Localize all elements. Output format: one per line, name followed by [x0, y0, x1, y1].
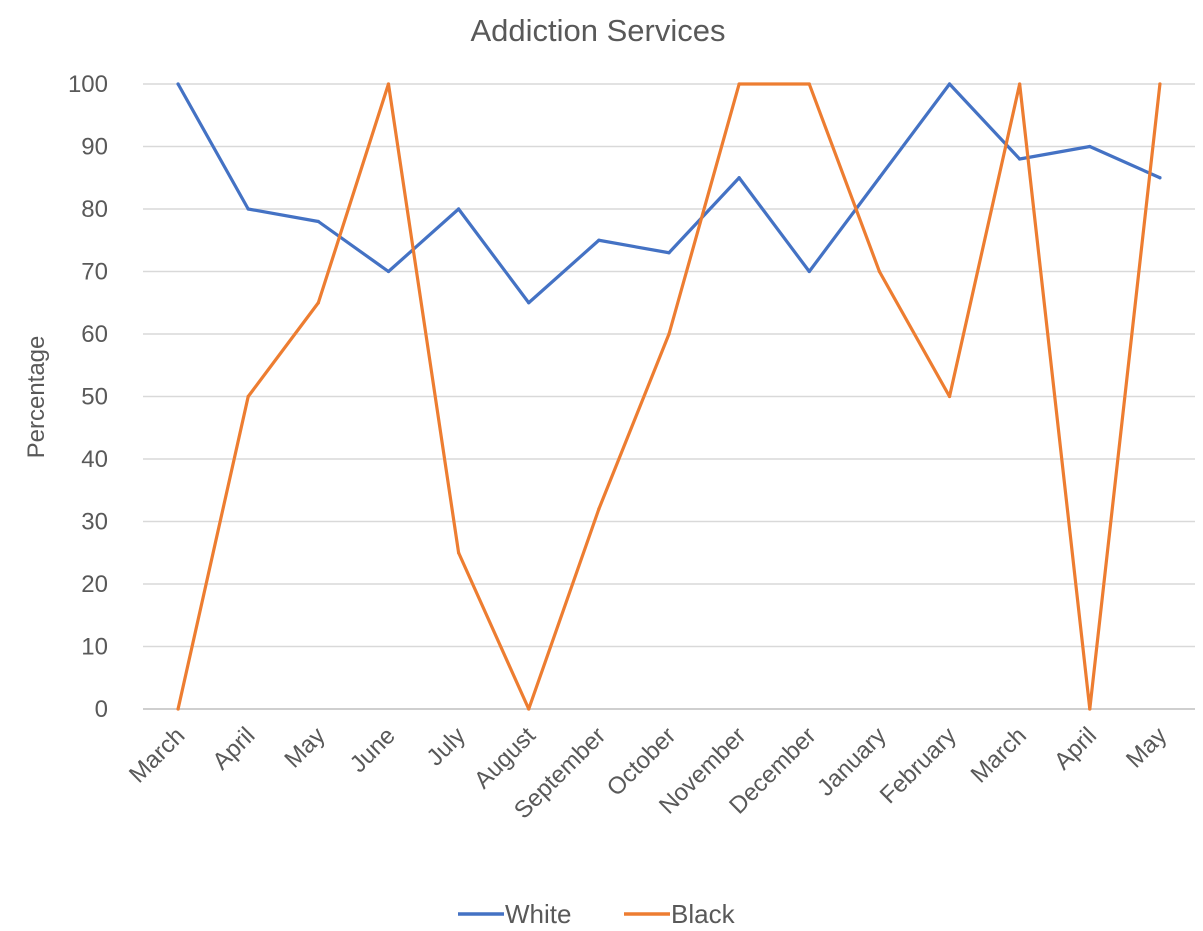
- data-point: [527, 707, 531, 711]
- y-tick-label: 60: [81, 321, 108, 348]
- legend-item: White: [458, 899, 571, 929]
- y-tick-label: 0: [95, 696, 108, 723]
- legend: White Black: [458, 899, 736, 929]
- data-point: [947, 82, 952, 86]
- y-tick-label: 100: [68, 71, 108, 98]
- data-point: [1018, 82, 1022, 86]
- data-point: [246, 207, 250, 211]
- data-point: [246, 394, 250, 399]
- data-point: [877, 269, 882, 274]
- data-point: [807, 269, 811, 274]
- y-tick-label: 70: [81, 259, 108, 286]
- data-point: [1088, 707, 1092, 711]
- data-point: [667, 251, 671, 255]
- data-point: [807, 82, 811, 86]
- y-tick-label: 30: [81, 509, 108, 536]
- data-point: [457, 207, 461, 211]
- x-tick-label: March: [124, 722, 190, 788]
- data-point: [877, 176, 882, 180]
- y-axis-title: Percentage: [23, 336, 50, 459]
- data-point: [176, 707, 180, 711]
- legend-label: White: [505, 899, 571, 929]
- x-tick-label: June: [345, 722, 401, 778]
- data-point: [1018, 157, 1022, 161]
- x-tick-label: February: [875, 722, 962, 809]
- data-point: [316, 219, 320, 224]
- data-point: [386, 269, 391, 274]
- gridlines: [143, 83, 1195, 710]
- x-tick-label: May: [279, 722, 330, 773]
- data-point: [527, 301, 531, 305]
- y-axis-ticks: 0 10 20 30 40 50 60 70 80 90 100: [68, 71, 108, 723]
- y-tick-label: 50: [81, 384, 108, 411]
- series-lines: [176, 82, 1162, 711]
- x-tick-label: April: [207, 722, 260, 775]
- x-tick-label: May: [1121, 722, 1172, 773]
- x-tick-label: March: [966, 722, 1032, 788]
- y-tick-label: 40: [81, 446, 108, 473]
- data-point: [1158, 176, 1162, 180]
- data-point: [597, 507, 601, 511]
- y-tick-label: 80: [81, 196, 108, 223]
- data-point: [947, 394, 952, 399]
- data-point: [1088, 144, 1092, 149]
- series-black: [176, 82, 1162, 711]
- data-point: [737, 82, 741, 86]
- x-tick-label: April: [1049, 722, 1102, 775]
- series-white: [176, 82, 1162, 305]
- data-point: [737, 176, 741, 180]
- data-point: [1158, 82, 1162, 86]
- data-point: [457, 551, 461, 555]
- data-point: [667, 332, 671, 336]
- y-tick-label: 20: [81, 571, 108, 598]
- y-tick-label: 10: [81, 634, 108, 661]
- data-point: [316, 301, 320, 305]
- data-point: [597, 238, 601, 242]
- x-tick-label: July: [422, 722, 471, 771]
- data-point: [176, 82, 180, 86]
- chart-title: Addiction Services: [470, 13, 725, 48]
- legend-item: Black: [624, 899, 736, 929]
- data-point: [386, 82, 391, 86]
- y-tick-label: 90: [81, 134, 108, 161]
- legend-label: Black: [671, 899, 736, 929]
- x-axis-ticks: March April May June JulyAugustSeptemberOcto…: [124, 722, 1172, 824]
